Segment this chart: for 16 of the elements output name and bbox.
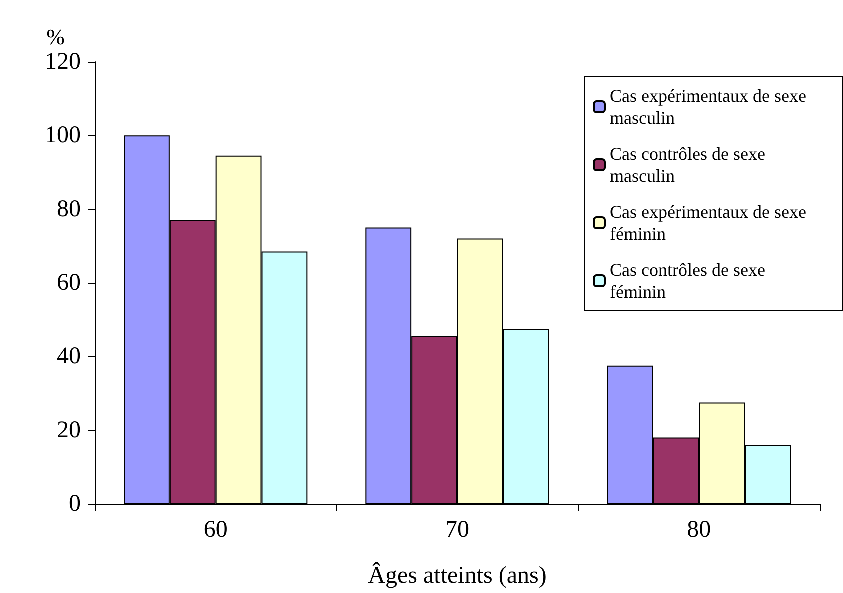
y-tick-label: 100 <box>45 122 81 149</box>
legend-label: Cas expérimentaux de sexe féminin <box>610 202 811 244</box>
legend-label: Cas contrôles de sexe masculin <box>610 144 770 186</box>
y-tick-label: 80 <box>57 196 81 222</box>
y-axis-title: % <box>46 24 65 50</box>
y-tick-label: 0 <box>69 491 81 517</box>
x-tick-label: 70 <box>446 517 470 543</box>
legend-label: Cas contrôles de sexe féminin <box>610 260 770 302</box>
legend-label: Cas expérimentaux de sexe masculin <box>610 86 811 128</box>
y-tick-label: 120 <box>45 49 81 75</box>
x-tick-label: 60 <box>204 517 228 543</box>
y-tick-label: 60 <box>57 270 81 296</box>
y-tick-label: 40 <box>57 344 81 370</box>
y-tick-label: 20 <box>57 417 81 444</box>
x-tick-label: 80 <box>687 517 712 543</box>
x-axis-title: Âges atteints (ans) <box>368 562 547 589</box>
